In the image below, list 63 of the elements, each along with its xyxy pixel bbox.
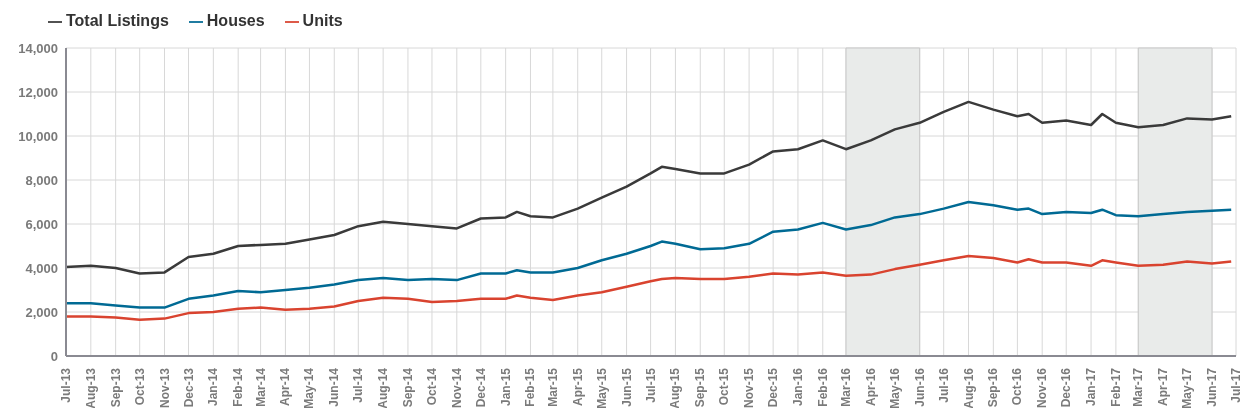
y-tick-label: 6,000 (25, 216, 58, 232)
x-tick-label: Feb-14 (231, 367, 246, 407)
x-tick-label: Jun-17 (1204, 367, 1219, 407)
x-tick-label: Dec-15 (766, 367, 781, 408)
x-tick-label: Jun-15 (619, 367, 634, 407)
y-tick-label: 8,000 (25, 172, 58, 188)
x-tick-label: Aug-16 (961, 367, 976, 409)
x-tick-label: Jan-15 (498, 367, 513, 407)
y-tick-label: 4,000 (25, 260, 58, 276)
x-tick-label: Jan-17 (1084, 367, 1099, 407)
x-tick-label: Jun-16 (912, 367, 927, 407)
x-tick-label: Feb-16 (815, 367, 830, 407)
x-tick-label: Oct-15 (717, 367, 732, 406)
x-tick-label: Jul-14 (351, 367, 366, 403)
x-tick-label: Nov-14 (449, 367, 464, 409)
x-tick-label: May-14 (302, 367, 317, 409)
x-tick-label: Mar-16 (839, 367, 853, 407)
x-tick-label: May-17 (1180, 367, 1195, 409)
x-tick-label: Aug-13 (83, 367, 98, 409)
x-tick-label: Oct-13 (132, 367, 147, 406)
x-tick-label: Oct-14 (424, 367, 439, 406)
x-tick-label: Jul-16 (936, 367, 951, 403)
x-tick-label: Jul-17 (1229, 367, 1243, 403)
x-tick-label: Jan-14 (206, 367, 221, 407)
legend-label: Units (302, 12, 343, 29)
x-tick-label: Sep-15 (693, 367, 708, 408)
x-tick-label: Sep-13 (108, 367, 123, 408)
x-tick-label: May-16 (887, 367, 902, 409)
x-tick-label: Dec-13 (181, 367, 196, 408)
x-tick-label: Apr-14 (278, 367, 293, 407)
x-tick-label: Nov-15 (742, 367, 757, 409)
x-tick-label: Apr-17 (1156, 367, 1171, 407)
y-tick-label: 10,000 (18, 128, 58, 144)
legend-label: Total Listings (66, 12, 169, 29)
x-tick-label: Nov-16 (1035, 367, 1050, 409)
x-tick-label: Aug-14 (376, 367, 391, 409)
x-tick-label: Feb-17 (1108, 367, 1123, 407)
x-tick-label: Apr-16 (863, 367, 878, 407)
x-tick-label: Jul-13 (59, 367, 73, 403)
legend-label: Houses (206, 12, 265, 29)
x-tick-label: Mar-15 (545, 367, 560, 407)
x-tick-label: May-15 (594, 367, 609, 409)
x-tick-label: Sep-16 (986, 367, 1001, 408)
x-tick-label: Dec-14 (473, 367, 488, 408)
x-tick-label: Apr-15 (570, 367, 585, 407)
x-tick-label: Jun-14 (327, 367, 342, 407)
x-tick-label: Nov-13 (157, 367, 172, 409)
x-tick-label: Aug-15 (668, 367, 683, 409)
line-series (66, 200, 1233, 309)
x-tick-label: Sep-14 (400, 367, 415, 408)
x-tick-label: Oct-16 (1010, 367, 1025, 406)
y-tick-label: 12,000 (18, 84, 58, 100)
x-tick-label: Feb-15 (523, 367, 538, 407)
x-tick-label: Mar-17 (1131, 367, 1146, 407)
y-tick-label: 0 (50, 348, 58, 364)
x-tick-label: Jul-15 (643, 367, 658, 403)
x-tick-label: Dec-16 (1059, 367, 1074, 408)
y-tick-label: 2,000 (25, 304, 58, 320)
line-series (66, 100, 1233, 275)
line-series (66, 254, 1233, 321)
x-tick-label: Mar-14 (253, 367, 268, 407)
x-tick-label: Jan-16 (790, 367, 805, 407)
y-tick-label: 14,000 (18, 40, 58, 56)
